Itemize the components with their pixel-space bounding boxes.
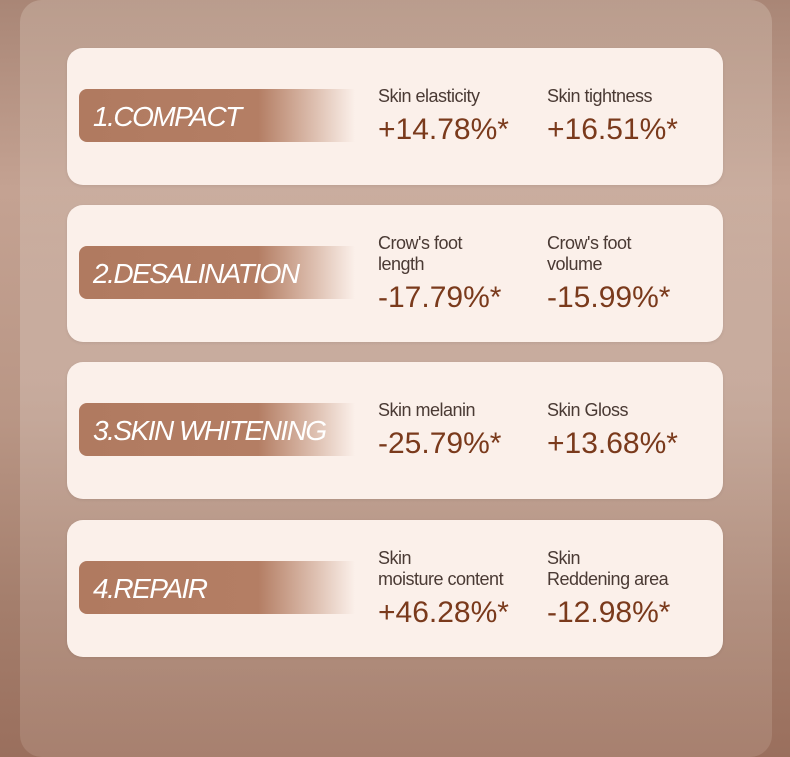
metric: Skin moisture content +46.28%*: [378, 548, 538, 630]
section-title-badge: 2.DESALINATION: [79, 246, 355, 299]
metric-value: +46.28%*: [378, 596, 509, 629]
metric-value: +16.51%*: [547, 113, 678, 146]
metric-value: +14.78%*: [378, 113, 509, 146]
section-title-badge: 1.COMPACT: [79, 89, 355, 142]
section-card: 2.DESALINATION Crow's foot length -17.79…: [67, 205, 723, 342]
metric-label: Skin Reddening area: [547, 548, 669, 589]
section-card: 4.REPAIR Skin moisture content +46.28%* …: [67, 520, 723, 657]
metric-value: -12.98%*: [547, 596, 671, 629]
metric-value: -17.79%*: [378, 281, 502, 314]
metric-label: Skin elasticity: [378, 86, 480, 106]
section-title: 2.DESALINATION: [93, 258, 300, 289]
metric: Skin elasticity +14.78%*: [378, 86, 538, 147]
metric-label: Skin moisture content: [378, 548, 504, 589]
metric-value: -25.79%*: [378, 427, 502, 460]
metric: Skin Gloss +13.68%*: [547, 400, 707, 461]
section-title: 1.COMPACT: [93, 101, 242, 132]
section-title: 3.SKIN WHITENING: [93, 415, 327, 446]
metric-label: Crow's foot length: [378, 233, 462, 274]
metric-value: +13.68%*: [547, 427, 678, 460]
metric-label: Crow's foot volume: [547, 233, 631, 274]
metric: Skin melanin -25.79%*: [378, 400, 538, 461]
metric: Skin Reddening area -12.98%*: [547, 548, 707, 630]
metric-label: Skin melanin: [378, 400, 476, 420]
metric-label: Skin tightness: [547, 86, 653, 106]
metric: Crow's foot length -17.79%*: [378, 233, 538, 315]
section-title: 4.REPAIR: [93, 573, 208, 604]
metric-label: Skin Gloss: [547, 400, 629, 420]
metric: Crow's foot volume -15.99%*: [547, 233, 707, 315]
section-card: 1.COMPACT Skin elasticity +14.78%* Skin …: [67, 48, 723, 185]
section-card: 3.SKIN WHITENING Skin melanin -25.79%* S…: [67, 362, 723, 499]
section-title-badge: 4.REPAIR: [79, 561, 355, 614]
section-title-badge: 3.SKIN WHITENING: [79, 403, 355, 456]
metric-value: -15.99%*: [547, 281, 671, 314]
metric: Skin tightness +16.51%*: [547, 86, 707, 147]
